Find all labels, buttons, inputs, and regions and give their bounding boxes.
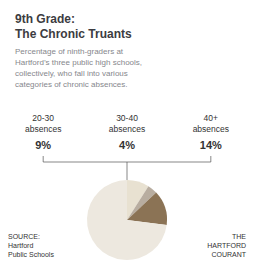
svg-text:Hartford: Hartford	[8, 242, 33, 249]
svg-text:The Chronic Truants: The Chronic Truants	[15, 27, 132, 41]
svg-text:COURANT: COURANT	[211, 251, 246, 258]
svg-text:20-30: 20-30	[32, 113, 54, 123]
svg-text:THE: THE	[232, 233, 246, 240]
svg-text:9%: 9%	[35, 139, 51, 151]
svg-text:absences: absences	[25, 124, 61, 134]
svg-text:40+: 40+	[204, 113, 218, 123]
svg-text:Public Schools: Public Schools	[8, 251, 54, 258]
svg-text:4%: 4%	[119, 139, 135, 151]
svg-text:categories of chronic absences: categories of chronic absences.	[15, 80, 128, 89]
svg-text:30-40: 30-40	[116, 113, 138, 123]
svg-text:HARTFORD: HARTFORD	[207, 242, 246, 249]
svg-text:9th Grade:: 9th Grade:	[15, 12, 75, 26]
svg-text:Hartford’s three public high s: Hartford’s three public high schools,	[15, 58, 142, 67]
svg-text:Percentage of ninth-graders at: Percentage of ninth-graders at	[15, 47, 124, 56]
svg-text:absences: absences	[193, 124, 229, 134]
svg-text:14%: 14%	[200, 139, 222, 151]
svg-text:collectively, who fall into va: collectively, who fall into various	[15, 69, 128, 78]
svg-text:absences: absences	[109, 124, 145, 134]
svg-text:SOURCE:: SOURCE:	[8, 233, 40, 240]
